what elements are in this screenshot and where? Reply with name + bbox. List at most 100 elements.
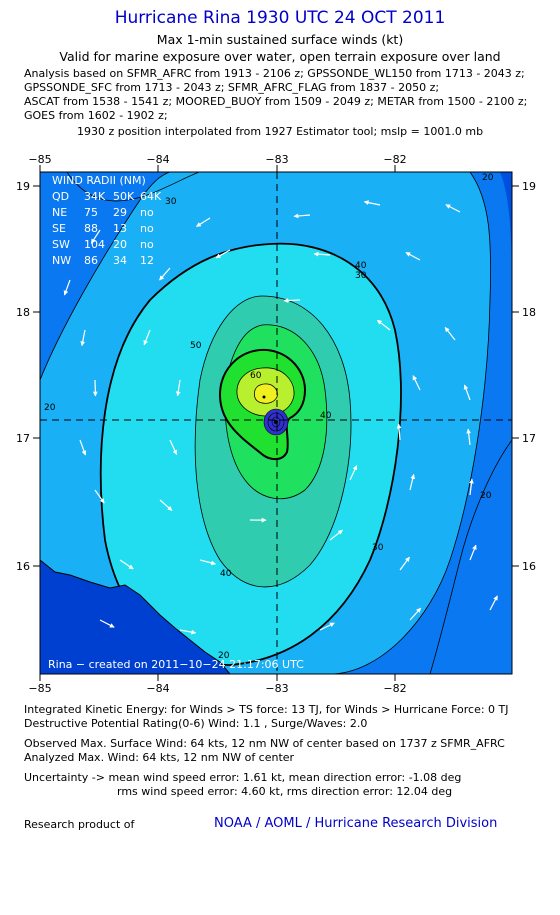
contour-label: 30 [372,543,384,553]
wind-arrow [376,319,391,331]
wind-arrow [396,423,402,441]
contour-label: 20 [480,491,492,501]
contour-label: 40 [320,411,332,421]
wind-arrow [469,544,477,561]
wind-arrow [405,251,421,261]
chart-subtitle-exposure: Valid for marine exposure over water, op… [59,49,501,64]
wind-radii-cell: NW [52,254,71,267]
storm-center-marker [274,420,278,424]
wind-arrow [90,229,101,244]
wind-radii-cell: 20 [113,238,127,251]
wind-radii-header: 34K [84,190,106,203]
contour-label: 20 [44,403,56,413]
lat-label-left: 16 [16,560,30,573]
wind-radii-cell: SW [52,238,70,251]
lon-label-top: −85 [28,153,51,166]
wind-radii-cell: 29 [113,206,127,219]
wind-radii-cell: no [140,222,154,235]
lon-label-bottom: −82 [383,682,406,695]
wind-radii-cell: 12 [140,254,154,267]
wind-arrow [179,629,197,635]
wind-radii-cell: 13 [113,222,127,235]
wind-arrow [349,465,358,481]
analysis-line: GPSSONDE_SFC from 1713 - 2043 z; SFMR_AF… [24,81,440,94]
wind-radii-header: 64K [140,190,162,203]
lon-label-bottom: −84 [146,682,169,695]
wind-radii-cell: NE [52,206,67,219]
wind-arrow [169,439,178,455]
analyzed-max-wind: Analyzed Max. Wind: 64 kts, 12 nm NW of … [24,751,295,764]
wind-radii-cell: 75 [84,206,98,219]
wind-arrow [445,204,461,213]
lat-label-left: 17 [16,432,30,445]
wind-arrow [196,217,211,228]
wind-arrow [119,559,134,570]
wind-radii-cell: SE [52,222,66,235]
wind-arrow [143,329,151,346]
noaa-link[interactable]: NOAA / AOML / Hurricane Research Divisio… [214,816,498,831]
lon-label-bottom: −83 [265,682,288,695]
wind-radii-header: 50K [113,190,135,203]
wind-arrow [63,279,71,296]
chart-title: Hurricane Rina 1930 UTC 24 OCT 2011 [114,8,446,28]
map-frame [39,171,513,675]
wind-arrow [99,619,115,628]
wind-arrow [159,499,173,512]
lat-label-right: 17 [522,432,536,445]
wind-radii-cell: 88 [84,222,98,235]
lat-label-right: 18 [522,306,536,319]
wind-arrow [409,607,422,621]
max-wind-marker [262,395,266,399]
wind-arrow [399,556,410,571]
contour-label: 60 [250,371,262,381]
wind-arrow [444,327,456,341]
analysis-line: Analysis based on SFMR_AFRC from 1913 - … [24,67,525,80]
lon-label-top: −82 [383,153,406,166]
wind-radii-table: WIND RADII (NM) QD 34K 50K 64K NE 75 29 no SE 88 13… [52,174,162,267]
axis-ticks [33,165,519,681]
wind-arrow [159,267,171,281]
analysis-line: GOES from 1602 - 1902 z; [24,109,168,122]
wind-vectors [63,200,498,635]
wind-radii-title: WIND RADII (NM) [52,174,146,187]
wind-arrow [80,329,86,347]
dpr-line: Destructive Potential Rating(0-6) Wind: … [24,717,368,730]
lon-label-bottom: −85 [28,682,51,695]
contour-label: 30 [355,271,367,281]
wind-arrow [283,298,301,303]
contour-label: 30 [165,197,177,207]
contour-band-90 [253,383,278,404]
wind-arrow [215,249,231,259]
contour-label: 50 [190,341,202,351]
wind-radii-header: QD [52,190,69,203]
wind-arrow [329,529,343,541]
lon-label-top: −83 [265,153,288,166]
contour-label: 20 [482,173,494,183]
lon-label-top: −84 [146,153,169,166]
wind-arrow [463,384,471,401]
wind-arrow [466,428,472,446]
land-mass [40,559,231,674]
interpolation-note: 1930 z position interpolated from 1927 E… [76,125,484,138]
chart-subtitle: Max 1-min sustained surface winds (kt) [156,32,404,47]
lat-label-left: 19 [16,180,30,193]
wind-arrow [489,595,498,611]
wind-arrow [175,379,181,397]
research-label: Research product of [24,818,135,831]
wind-arrow [199,559,216,566]
wind-arrow [94,489,105,504]
contour-label: 40 [355,261,367,271]
wind-radii-cell: no [140,238,154,251]
wind-arrow [409,473,416,491]
wind-arrow [469,478,474,496]
contour-label: 20 [218,651,230,661]
ike-line: Integrated Kinetic Energy: for Winds > T… [24,703,509,716]
lat-label-right: 19 [522,180,536,193]
uncertainty-line: Uncertainty -> mean wind speed error: 1.… [24,771,462,784]
wind-radii-cell: 34 [113,254,127,267]
wind-arrow [319,622,335,631]
lat-label-right: 16 [522,560,536,573]
map-credit: Rina − created on 2011−10−24 21:17:06 UT… [48,658,304,671]
